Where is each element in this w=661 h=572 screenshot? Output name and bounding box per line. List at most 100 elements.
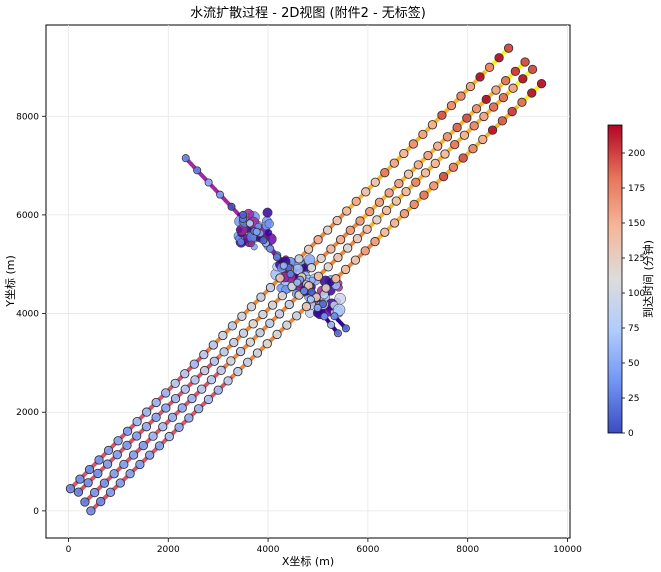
colorbar-tick-label: 200 — [628, 149, 645, 159]
data-point — [142, 407, 152, 417]
data-point — [307, 287, 316, 296]
data-point — [427, 120, 438, 130]
data-points — [65, 43, 547, 516]
data-point — [122, 440, 132, 451]
data-point — [148, 431, 158, 441]
data-point — [194, 404, 204, 414]
data-point — [293, 278, 302, 287]
data-point — [420, 168, 431, 178]
data-point — [484, 62, 495, 72]
data-point — [135, 459, 145, 470]
data-point — [381, 205, 392, 216]
data-point — [399, 209, 410, 219]
data-point — [132, 416, 142, 427]
data-point — [450, 139, 460, 150]
data-point — [423, 150, 433, 161]
data-point — [536, 79, 547, 89]
data-point — [180, 384, 190, 394]
data-point — [351, 196, 361, 207]
data-point — [154, 441, 165, 451]
data-point — [216, 365, 226, 375]
data-point — [360, 246, 370, 256]
data-point — [301, 301, 312, 312]
data-point — [209, 356, 220, 366]
data-point — [272, 329, 282, 340]
data-point — [294, 254, 304, 264]
data-point — [94, 455, 104, 465]
data-point — [245, 337, 256, 347]
data-point — [411, 177, 421, 187]
data-point — [161, 403, 171, 413]
data-point — [418, 129, 428, 140]
data-point — [389, 218, 400, 228]
data-point — [262, 339, 272, 349]
data-point — [372, 215, 382, 225]
data-point — [113, 436, 123, 446]
data-point — [340, 264, 351, 275]
data-point — [238, 328, 249, 338]
colorbar-label: 到达时间 (分钟) — [641, 240, 655, 318]
data-point — [84, 464, 95, 475]
data-point — [341, 324, 350, 333]
data-point — [322, 225, 333, 235]
data-point — [465, 81, 476, 92]
data-point — [284, 299, 294, 310]
data-point — [488, 102, 499, 112]
data-point — [320, 312, 329, 321]
data-point — [275, 273, 285, 283]
data-point — [350, 255, 361, 265]
x-tick-label: 2000 — [157, 545, 180, 555]
data-point — [333, 252, 343, 263]
data-point — [452, 122, 462, 133]
data-point — [319, 300, 328, 309]
colorbar-tick-label: 25 — [628, 394, 639, 404]
data-point — [145, 450, 155, 460]
data-point — [380, 168, 390, 178]
cluster-point — [262, 207, 273, 218]
data-point — [520, 57, 530, 67]
data-point — [471, 104, 482, 114]
x-axis-label: X坐标 (m) — [282, 554, 334, 568]
y-axis-ticks: 0 2000 4000 6000 8000 — [16, 112, 46, 517]
y-tick-label: 8000 — [16, 112, 39, 122]
data-point — [128, 450, 139, 460]
data-point — [342, 206, 352, 216]
data-point — [527, 64, 538, 75]
data-point — [459, 130, 470, 140]
data-point — [122, 426, 133, 436]
data-point — [316, 253, 326, 264]
data-point — [181, 154, 190, 163]
data-point — [458, 153, 468, 163]
colorbar-tick-label: 125 — [628, 254, 645, 264]
data-point — [374, 197, 385, 207]
data-point — [306, 263, 317, 273]
data-point — [65, 484, 76, 494]
data-point — [132, 431, 142, 441]
data-point — [267, 300, 278, 310]
data-point — [226, 356, 236, 366]
data-point — [300, 287, 309, 296]
colorbar-tick-label: 75 — [628, 324, 639, 334]
data-point — [498, 92, 509, 103]
data-point — [105, 487, 116, 497]
data-point — [333, 329, 342, 338]
data-point — [258, 309, 268, 320]
data-point — [313, 235, 323, 245]
data-point — [96, 496, 106, 507]
cluster-point — [248, 240, 255, 248]
data-point — [438, 171, 449, 182]
data-point — [237, 311, 247, 321]
colorbar-tick-label: 175 — [628, 184, 645, 194]
data-point — [306, 295, 315, 304]
data-point — [286, 270, 295, 279]
data-point — [203, 394, 214, 405]
data-point — [401, 186, 411, 197]
data-point — [380, 227, 390, 237]
data-point — [199, 349, 209, 360]
data-point — [255, 328, 265, 338]
data-point — [103, 445, 114, 456]
data-point — [462, 113, 472, 123]
data-point — [167, 412, 178, 423]
data-point — [233, 366, 243, 377]
data-point — [446, 100, 457, 111]
